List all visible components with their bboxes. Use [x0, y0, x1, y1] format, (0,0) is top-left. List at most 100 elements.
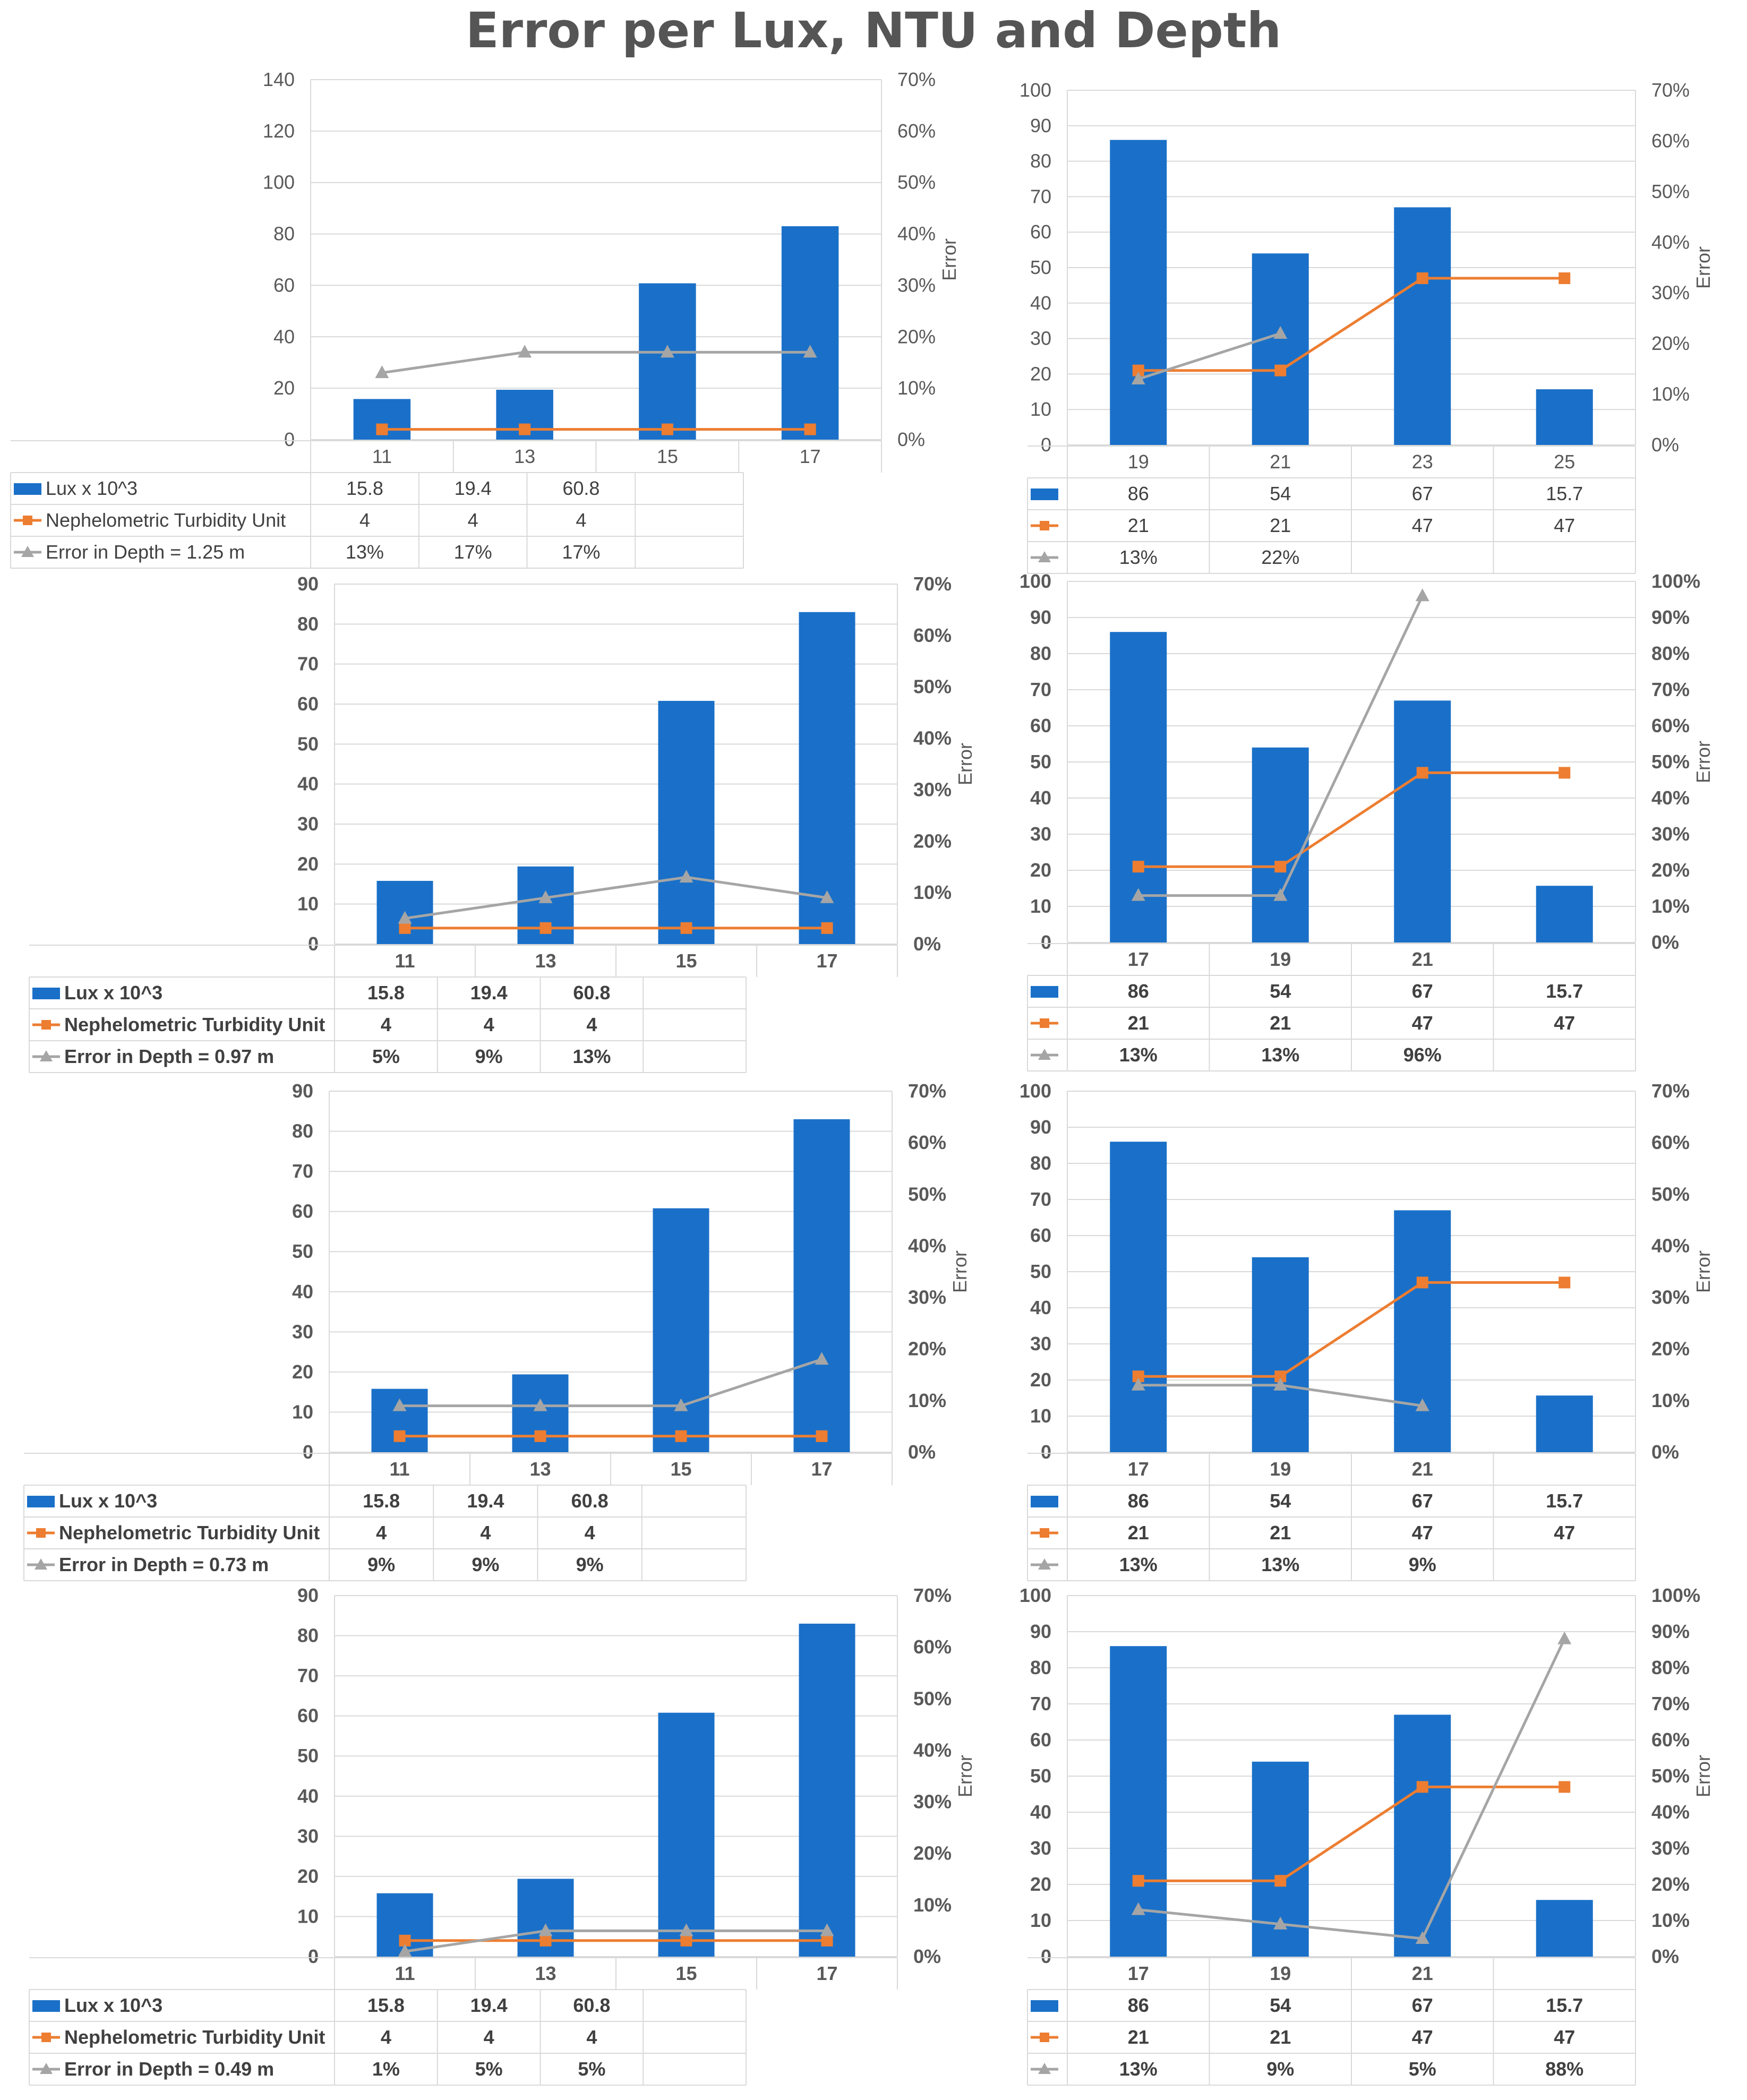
bar-lux — [1110, 140, 1167, 445]
error-line — [405, 876, 827, 920]
error-point — [1415, 1398, 1429, 1411]
y-tick-label: 80 — [292, 1120, 313, 1142]
y-tick-label: 70 — [1030, 679, 1051, 700]
data-label: 21 — [1128, 2026, 1149, 2048]
data-label: 15.7 — [1546, 483, 1583, 504]
y-tick-label: 100 — [1020, 1584, 1051, 1606]
y-tick-label: 10 — [1030, 398, 1051, 420]
chart-L1: 0 20 40 60 80 100 120 140 0% 10% 20% 30% 40% 50% 60% 70… — [0, 68, 960, 573]
error-point — [1131, 888, 1145, 901]
ntu-point — [1558, 1276, 1571, 1289]
legend-key-ntu — [23, 516, 32, 525]
error-point — [1273, 1916, 1288, 1930]
data-label: 4 — [586, 2026, 597, 2048]
data-label: 13% — [1119, 2058, 1158, 2080]
y-tick-label: 40 — [273, 325, 295, 347]
y2-tick-label: 0% — [897, 428, 925, 450]
bar-lux — [799, 1623, 855, 1957]
y2-axis-label: Error — [1692, 741, 1714, 783]
error-point — [392, 1398, 407, 1411]
y2-axis-label: Error — [1692, 1250, 1714, 1293]
y2-tick-label: 30% — [908, 1287, 946, 1308]
y2-tick-label: 50% — [1651, 751, 1690, 773]
x-tick-label: 17 — [1128, 948, 1149, 970]
ntu-point — [1558, 767, 1571, 779]
ntu-point — [539, 922, 552, 934]
y2-tick-label: 70% — [1651, 1080, 1690, 1102]
y-tick-label: 60 — [273, 274, 295, 296]
y2-tick-label: 50% — [913, 1687, 952, 1709]
y2-tick-label: 70% — [1651, 679, 1690, 700]
y-tick-label: 10 — [297, 893, 319, 915]
y-tick-label: 60 — [297, 693, 319, 715]
x-tick-label: 17 — [800, 445, 821, 467]
data-label: 13% — [1261, 1554, 1299, 1575]
y-tick-label: 30 — [297, 1825, 319, 1847]
legend-key-error — [1038, 551, 1051, 562]
legend-key-lux — [1031, 1496, 1058, 1507]
ntu-point — [1274, 861, 1287, 873]
data-label: 13% — [346, 541, 384, 563]
y-tick-label: 40 — [1030, 1297, 1051, 1318]
data-label: 9% — [1266, 2058, 1294, 2080]
error-point — [820, 1923, 834, 1936]
y-tick-label: 20 — [1030, 1873, 1051, 1895]
data-label: 47 — [1412, 1012, 1433, 1034]
y-tick-label: 70 — [297, 653, 319, 675]
data-label: 19.4 — [455, 477, 492, 499]
legend-label: Error in Depth = 1.25 m — [46, 541, 245, 563]
y-tick-label: 80 — [297, 613, 319, 635]
legend-key-error — [40, 2063, 53, 2074]
y-tick-label: 80 — [1030, 1657, 1051, 1678]
error-point — [1273, 888, 1288, 901]
y2-tick-label: 20% — [913, 1842, 952, 1864]
error-point — [1131, 1377, 1145, 1391]
y2-tick-label: 90% — [1651, 606, 1690, 628]
x-tick-label: 13 — [529, 1458, 551, 1480]
y2-tick-label: 40% — [1651, 787, 1690, 809]
data-label: 54 — [1270, 980, 1291, 1002]
y-tick-label: 70 — [1030, 1693, 1051, 1715]
data-label: 4 — [585, 1522, 595, 1544]
x-tick-label: 17 — [816, 950, 837, 972]
error-point — [660, 345, 674, 358]
error-point — [679, 1923, 693, 1936]
y2-tick-label: 20% — [1651, 1873, 1690, 1895]
legend-key-ntu — [41, 2033, 51, 2042]
data-label: 5% — [475, 2058, 503, 2080]
y-tick-label: 100 — [1020, 570, 1051, 592]
legend-key-error — [1038, 1049, 1051, 1060]
data-label: 86 — [1128, 483, 1149, 504]
data-label: 21 — [1270, 1522, 1291, 1544]
y2-tick-label: 0% — [1651, 434, 1679, 456]
data-label: 17% — [454, 541, 492, 563]
y2-tick-label: 60% — [1651, 1132, 1690, 1153]
legend-key-ntu — [1040, 1018, 1049, 1028]
error-point — [533, 1398, 547, 1411]
y-tick-label: 10 — [1030, 895, 1051, 917]
error-point — [679, 870, 693, 883]
y2-tick-label: 60% — [1651, 1729, 1690, 1751]
error-point — [1557, 1631, 1572, 1644]
y2-tick-label: 40% — [897, 223, 936, 245]
y2-tick-label: 50% — [1651, 1765, 1690, 1787]
y-tick-label: 60 — [292, 1201, 313, 1222]
data-label: 21 — [1128, 515, 1149, 536]
x-tick-label: 21 — [1412, 1458, 1433, 1480]
data-label: 67 — [1412, 980, 1433, 1002]
ntu-point — [821, 922, 833, 934]
y-tick-label: 40 — [297, 773, 319, 795]
error-line — [405, 1929, 827, 1953]
data-label: 21 — [1128, 1522, 1149, 1544]
ntu-point — [1416, 767, 1428, 779]
error-line — [1137, 332, 1281, 381]
y-tick-label: 0 — [308, 1945, 319, 1967]
legend-label: Nephelometric Turbidity Unit — [64, 2026, 325, 2048]
error-line — [1138, 1638, 1566, 1940]
ntu-point — [1132, 364, 1144, 376]
x-tick-label: 11 — [395, 1962, 415, 1984]
legend-label: Nephelometric Turbidity Unit — [59, 1522, 320, 1544]
y-tick-label: 70 — [1030, 1188, 1051, 1210]
chart-R1: 0 10 20 30 40 50 60 70 80 90 100 0% 10% 20% 30% 40% 50% 6… — [998, 79, 1742, 574]
data-label: 5% — [578, 2058, 605, 2080]
